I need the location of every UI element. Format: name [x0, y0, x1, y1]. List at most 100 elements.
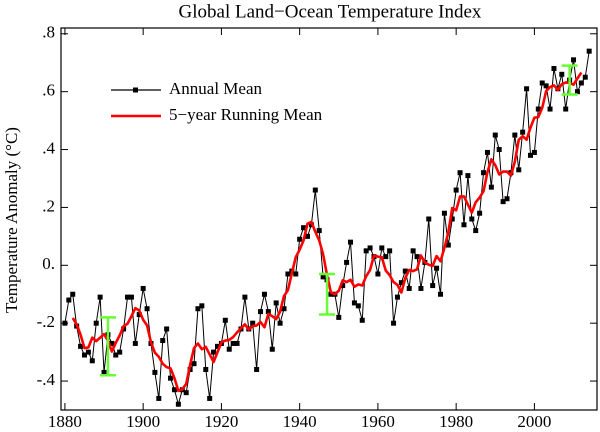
data-point [492, 132, 498, 138]
data-point [199, 303, 205, 309]
data-point [445, 242, 451, 248]
data-point [524, 86, 530, 92]
data-point [457, 170, 463, 176]
data-point [469, 216, 475, 222]
data-point [387, 248, 393, 254]
data-point [336, 314, 342, 320]
data-point [81, 352, 87, 358]
data-point [414, 254, 420, 260]
data-point [461, 222, 467, 228]
data-point [66, 297, 72, 303]
data-point [230, 340, 236, 346]
data-point [375, 271, 381, 277]
data-point [477, 210, 483, 216]
x-tick-label: 1900 [126, 412, 160, 431]
data-point [144, 306, 150, 312]
data-point [226, 346, 232, 352]
data-point [344, 259, 350, 265]
data-point [125, 294, 131, 300]
data-point [117, 349, 123, 355]
data-point [484, 149, 490, 155]
data-point [434, 265, 440, 271]
data-point [391, 320, 397, 326]
data-point [207, 395, 213, 401]
data-point [113, 352, 119, 358]
data-point [109, 340, 115, 346]
data-point [543, 83, 549, 89]
data-point [394, 294, 400, 300]
data-point [531, 149, 537, 155]
data-point [211, 349, 217, 355]
series-line [64, 51, 590, 405]
data-point [175, 401, 181, 407]
data-point [258, 309, 264, 315]
data-point [383, 254, 389, 260]
data-point [168, 375, 174, 381]
y-tick-label: .2 [42, 196, 55, 215]
data-point [379, 245, 385, 251]
data-point [547, 106, 553, 112]
data-point [496, 147, 502, 153]
data-point [520, 129, 526, 135]
x-tick-label: 1880 [48, 412, 82, 431]
data-point [93, 320, 99, 326]
data-point [191, 361, 197, 367]
plot-frame [60, 27, 598, 411]
data-point [574, 89, 580, 95]
data-point [160, 338, 166, 344]
data-point [363, 248, 369, 254]
data-point [164, 326, 170, 332]
legend-marker [133, 87, 138, 93]
data-point [406, 285, 412, 291]
data-point [269, 346, 275, 352]
x-tick-label: 2000 [517, 412, 551, 431]
data-point [222, 317, 228, 323]
data-point [355, 303, 361, 309]
chart-title: Global Land−Ocean Temperature Index [179, 1, 482, 22]
data-point [301, 225, 307, 231]
data-point [277, 320, 283, 326]
x-tick-label: 1960 [361, 412, 395, 431]
data-point [481, 170, 487, 176]
data-point [512, 132, 518, 138]
legend-label: Annual Mean [169, 79, 263, 98]
data-point [441, 210, 447, 216]
error-bar [561, 64, 578, 96]
y-tick-label: .8 [42, 23, 55, 42]
data-point [351, 300, 357, 306]
x-tick-label: 1920 [204, 412, 238, 431]
data-point [242, 294, 248, 300]
data-point [539, 80, 545, 86]
data-point [128, 294, 134, 300]
data-point [578, 80, 584, 86]
data-point [418, 285, 424, 291]
data-point [504, 196, 510, 202]
data-point [62, 320, 68, 326]
legend-label: 5−year Running Mean [169, 105, 323, 124]
data-point [156, 395, 162, 401]
data-point [312, 187, 318, 193]
data-point [265, 309, 271, 315]
data-point [438, 291, 444, 297]
data-point [89, 358, 95, 364]
data-point [535, 106, 541, 112]
y-axis-label: Temperature Anomaly (°C) [2, 127, 21, 313]
data-point [254, 366, 260, 372]
data-point [582, 74, 588, 80]
data-point [328, 291, 334, 297]
y-tick-label: -.2 [37, 312, 55, 331]
data-point [297, 236, 303, 242]
data-point [203, 366, 209, 372]
data-point [304, 233, 310, 239]
data-point [465, 173, 471, 179]
data-point [285, 271, 291, 277]
data-point [449, 216, 455, 222]
data-point [359, 317, 365, 323]
data-point [367, 245, 373, 251]
y-tick-label: 0. [42, 254, 55, 273]
data-point [85, 349, 91, 355]
data-point [136, 312, 142, 317]
data-point [140, 285, 146, 291]
data-point [402, 268, 408, 274]
